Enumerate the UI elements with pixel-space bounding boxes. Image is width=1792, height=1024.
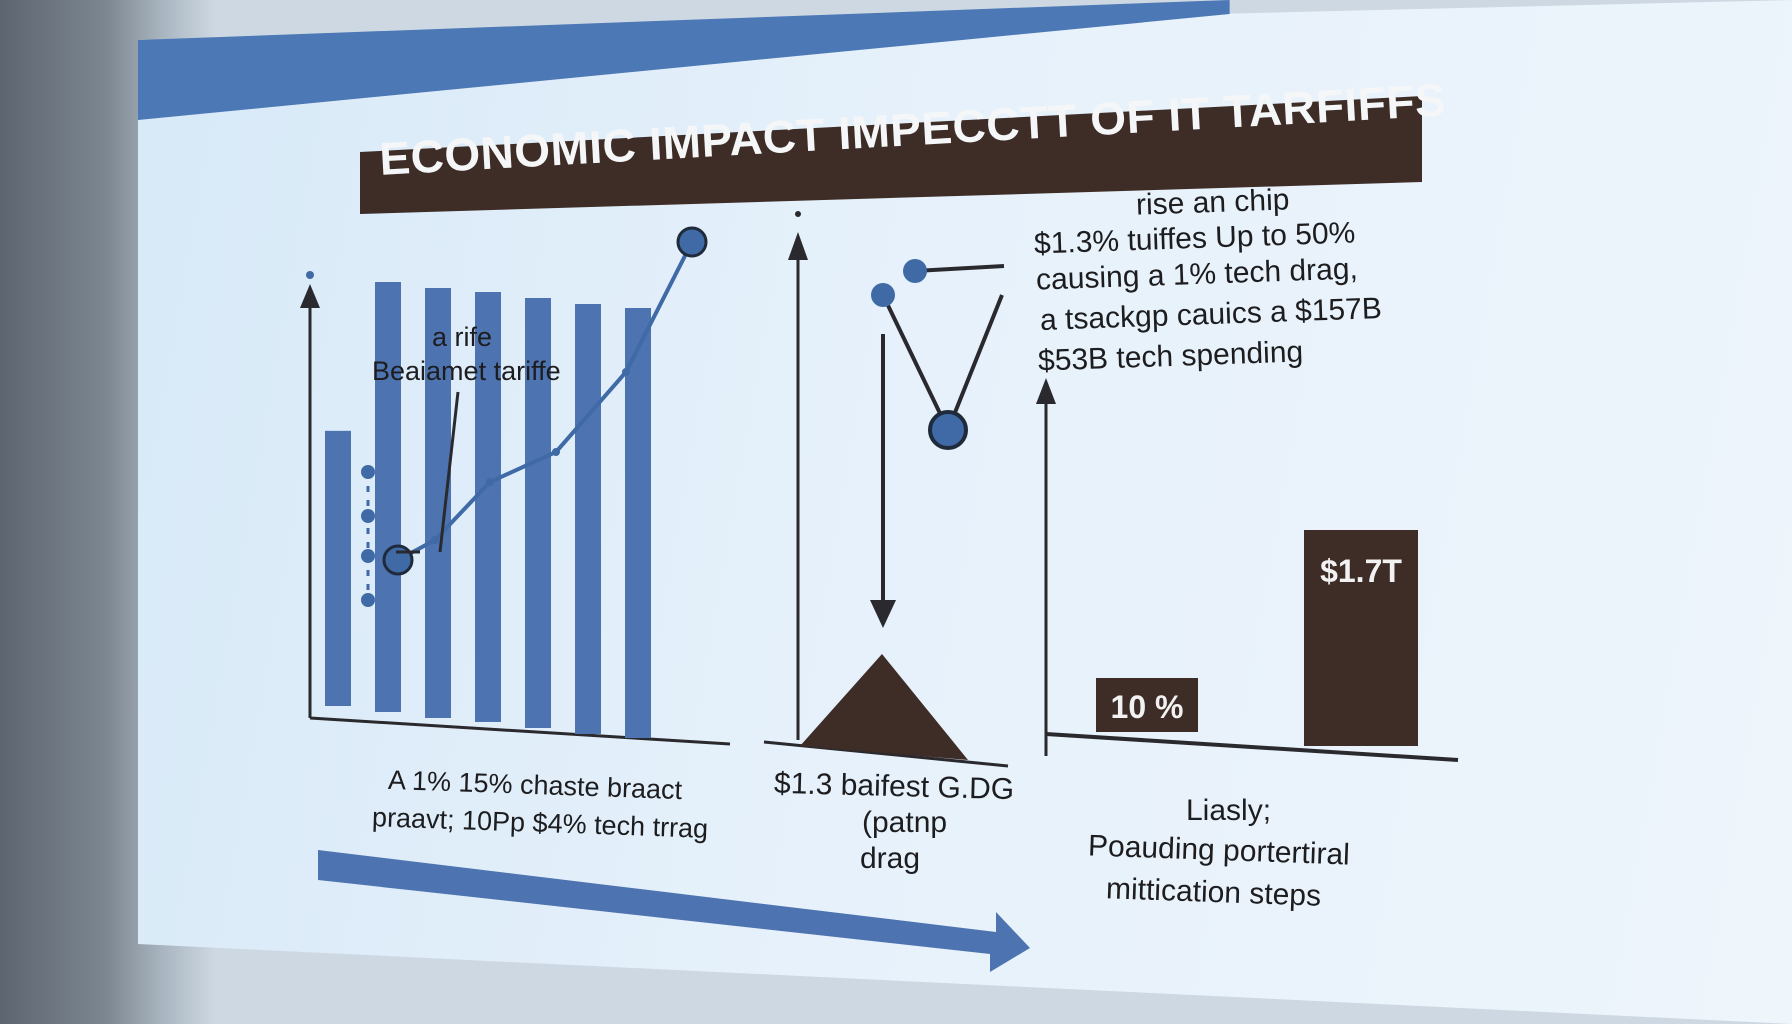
chart2-point-2 bbox=[928, 410, 968, 450]
chart1-line-point-6 bbox=[676, 226, 708, 258]
chart1-line-point-1 bbox=[382, 544, 414, 576]
chart1-line-point-3 bbox=[486, 478, 494, 486]
chart1-bar-7 bbox=[625, 308, 651, 738]
chart3-bar-label-1: 10 % bbox=[1111, 689, 1184, 725]
chart2-mountain bbox=[800, 654, 968, 760]
chart1-line-point-5 bbox=[622, 368, 630, 376]
chart1-axis-dot bbox=[306, 271, 314, 279]
chart2-point-1 bbox=[871, 283, 895, 307]
mid-caption-line-3: drag bbox=[860, 842, 921, 875]
chart1-x-axis bbox=[309, 716, 731, 746]
chart1-trend-line bbox=[397, 241, 694, 562]
left-callout-line-1: a rife bbox=[432, 322, 493, 352]
chart3-bar-2 bbox=[1304, 530, 1418, 746]
chart3-bar-label-2: $1.7T bbox=[1320, 553, 1402, 589]
chart1-y-axis-arrow bbox=[300, 284, 320, 308]
right-text-line-1: rise an chip bbox=[1135, 183, 1290, 222]
chart1-bar-4 bbox=[475, 292, 501, 722]
chart3-bar-1 bbox=[1096, 678, 1198, 732]
chart3-y-axis-arrow bbox=[1036, 378, 1056, 404]
mid-caption-line-1: $1.3 baifest G.DG bbox=[773, 766, 1015, 807]
chart2-top-connector bbox=[914, 264, 1005, 273]
chart2-y-axis-arrow bbox=[788, 232, 808, 260]
chart1-bar-2 bbox=[375, 282, 401, 712]
right-caption-line-1: Liasly; bbox=[1186, 794, 1272, 827]
mid-caption-line-2: (patnp bbox=[862, 806, 948, 839]
left-callout-line-2: Beaiamet tariffe bbox=[372, 356, 561, 386]
chart1-line-point-2 bbox=[431, 536, 439, 544]
chart1-bar-5 bbox=[525, 298, 551, 728]
chart1-bar-1 bbox=[325, 430, 351, 706]
chart1-line-point-4 bbox=[552, 448, 560, 456]
chart3-x-axis bbox=[1045, 732, 1459, 762]
chart1-callout-line bbox=[438, 391, 460, 553]
chart2-down-arrow-head bbox=[870, 600, 896, 628]
chart2-v-line bbox=[881, 294, 1004, 435]
chart1-bar-6 bbox=[575, 304, 601, 734]
bottom-progress-arrow bbox=[318, 850, 1030, 972]
chart2-axis-dot bbox=[795, 211, 801, 217]
chart2-top-point bbox=[903, 259, 927, 283]
